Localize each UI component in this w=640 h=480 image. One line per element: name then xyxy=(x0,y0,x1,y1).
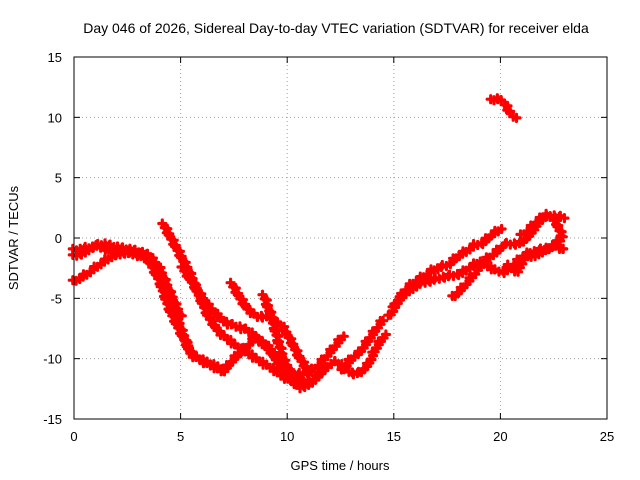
data-point xyxy=(378,315,389,326)
data-point xyxy=(219,363,230,374)
data-point xyxy=(176,310,187,321)
series-trace-o xyxy=(485,93,522,123)
data-point xyxy=(303,366,314,377)
x-tick-label: 10 xyxy=(280,429,294,444)
data-point xyxy=(558,243,569,254)
y-tick-label: 10 xyxy=(48,110,62,125)
y-tick-label: 0 xyxy=(55,231,62,246)
x-tick-label: 5 xyxy=(177,429,184,444)
data-point xyxy=(559,213,570,224)
data-point xyxy=(496,223,507,235)
grid-lines xyxy=(74,57,607,419)
series-trace-g xyxy=(257,289,307,387)
y-tick-label: -15 xyxy=(43,412,62,427)
y-axis-label: SDTVAR / TECUs xyxy=(6,185,21,290)
data-point xyxy=(557,231,568,242)
series-trace-j xyxy=(383,223,507,321)
data-point xyxy=(338,331,349,342)
data-point xyxy=(296,375,307,387)
y-tick-label: 15 xyxy=(48,50,62,65)
x-tick-label: 20 xyxy=(493,429,507,444)
series-trace-m xyxy=(502,235,566,277)
y-tick-label: -10 xyxy=(43,352,62,367)
series-trace-c xyxy=(67,238,187,321)
x-tick-label: 15 xyxy=(387,429,401,444)
y-tick-label: 5 xyxy=(55,171,62,186)
chart-title: Day 046 of 2026, Sidereal Day-to-day VTE… xyxy=(83,20,589,36)
series-trace-i xyxy=(336,315,389,375)
data-point xyxy=(380,329,391,340)
data-point xyxy=(511,112,522,123)
y-tick-label: -5 xyxy=(50,291,62,306)
x-tick-label: 25 xyxy=(600,429,614,444)
x-axis-label: GPS time / hours xyxy=(291,458,390,473)
x-tick-label: 0 xyxy=(70,429,77,444)
axis-ticks: 0 5 10 15 20 25 -15 -10 -5 0 5 10 15 xyxy=(43,50,614,444)
series-trace-n xyxy=(515,210,568,242)
data-series-group xyxy=(67,93,570,394)
